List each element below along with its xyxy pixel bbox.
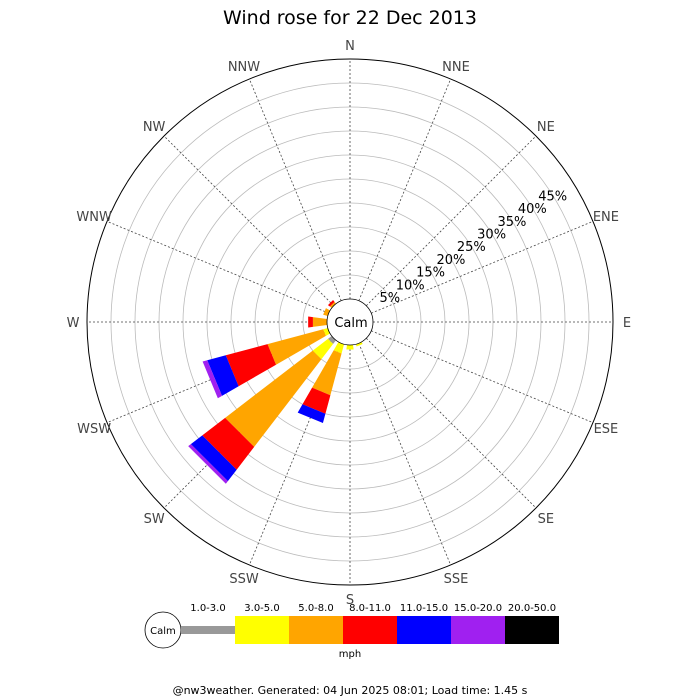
bar-w-bin-3: [308, 316, 313, 328]
bar-ssw-bin-1: [333, 341, 345, 354]
legend-label-6: 20.0-50.0: [508, 603, 556, 614]
legend-unit: mph: [339, 649, 361, 660]
legend-swatch-1: [235, 616, 289, 644]
direction-label-e: E: [623, 316, 631, 331]
bar-wsw-bin-4: [207, 355, 239, 396]
legend-label-2: 5.0-8.0: [298, 603, 333, 614]
legend-label-4: 11.0-15.0: [400, 603, 448, 614]
radial-tick-label: 5%: [380, 291, 401, 306]
legend-label-5: 15.0-20.0: [454, 603, 502, 614]
grid-spoke: [358, 78, 452, 301]
direction-label-se: SE: [538, 512, 554, 527]
bar-wsw-bin-3: [225, 344, 277, 387]
direction-labels: N NNE NE ENE E ESE SE SSE S SSW SW WSW W WNW NW NNW: [67, 39, 632, 608]
legend-swatch-3: [343, 616, 397, 644]
grid-spoke: [365, 135, 537, 307]
direction-label-wnw: WNW: [76, 210, 112, 225]
grid-outer-circle: [86, 58, 614, 586]
grid-spoke: [371, 220, 594, 314]
wind-bars: [188, 299, 363, 484]
bar-sw-bin-2: [225, 350, 322, 447]
bar-sse-bin-1: [355, 341, 363, 347]
bar-nw-bin-2: [329, 301, 336, 308]
footer-text: @nw3weather. Generated: 04 Jun 2025 08:0…: [173, 684, 528, 697]
bar-sw-bin-1: [312, 338, 334, 360]
grid-spoke: [365, 337, 537, 509]
direction-label-sse: SSE: [444, 572, 469, 587]
calm-center: Calm: [326, 298, 374, 346]
direction-label-nne: NNE: [442, 60, 470, 75]
grid-spoke: [163, 135, 335, 307]
bar-wsw-bin-5: [202, 360, 223, 399]
calm-circle: [326, 298, 374, 346]
direction-label-s: S: [346, 593, 354, 608]
calm-label: Calm: [334, 316, 367, 331]
bar-w-bin-2: [312, 317, 328, 327]
direction-label-ssw: SSW: [229, 572, 259, 587]
legend-calm-label: Calm: [150, 626, 176, 637]
radial-tick-label: 10%: [396, 278, 425, 293]
legend-swatch-5: [451, 616, 505, 644]
bar-sw-bin-3: [202, 417, 255, 470]
direction-label-n: N: [345, 39, 355, 54]
grid-spoke: [106, 220, 329, 314]
bar-s-bin-1: [346, 344, 354, 350]
bar-sw-bin-4: [190, 435, 237, 482]
bar-sw-bin-5: [188, 444, 228, 484]
grid-spoke: [248, 78, 342, 301]
legend-label-1: 3.0-5.0: [244, 603, 279, 614]
legend-swatch-0: [181, 626, 235, 634]
bar-sw-bin-0: [327, 336, 336, 345]
direction-label-nnw: NNW: [228, 60, 260, 75]
direction-label-w: W: [67, 316, 80, 331]
direction-label-ne: NE: [537, 120, 555, 135]
bar-nw-bin-3: [327, 299, 335, 307]
radial-tick-labels: 5%10%15%20%25%30%35%40%45%: [380, 189, 568, 306]
legend-label-0: 1.0-3.0: [190, 603, 225, 614]
direction-label-ese: ESE: [594, 422, 619, 437]
speed-legend: Calm 1.0-3.0 3.0-5.0 5.0-8.0 8.0-11.0 11.0-1…: [144, 603, 559, 660]
direction-label-nw: NW: [143, 120, 166, 135]
radial-tick-label: 25%: [457, 240, 486, 255]
bar-ssw-bin-3: [302, 387, 331, 414]
radial-tick-label: 45%: [538, 189, 567, 204]
grid-spoke: [358, 343, 452, 566]
radial-tick-label: 40%: [518, 202, 547, 217]
legend-swatch-2: [289, 616, 343, 644]
radial-tick-label: 15%: [416, 266, 445, 281]
bar-ssw-bin-4: [297, 404, 326, 424]
legend-swatch-4: [397, 616, 451, 644]
radial-tick-label: 35%: [498, 215, 527, 230]
direction-label-wsw: WSW: [77, 422, 111, 437]
chart-title: Wind rose for 22 Dec 2013: [223, 7, 477, 29]
grid-spoke: [371, 330, 594, 424]
bar-wsw-bin-2: [267, 329, 326, 365]
radial-tick-label: 20%: [436, 253, 465, 268]
direction-label-ene: ENE: [593, 210, 619, 225]
direction-label-sw: SW: [144, 512, 165, 527]
radial-tick-label: 30%: [477, 228, 506, 243]
legend-swatch-6: [505, 616, 559, 644]
bar-ssw-bin-2: [312, 350, 342, 396]
legend-label-3: 8.0-11.0: [349, 603, 391, 614]
